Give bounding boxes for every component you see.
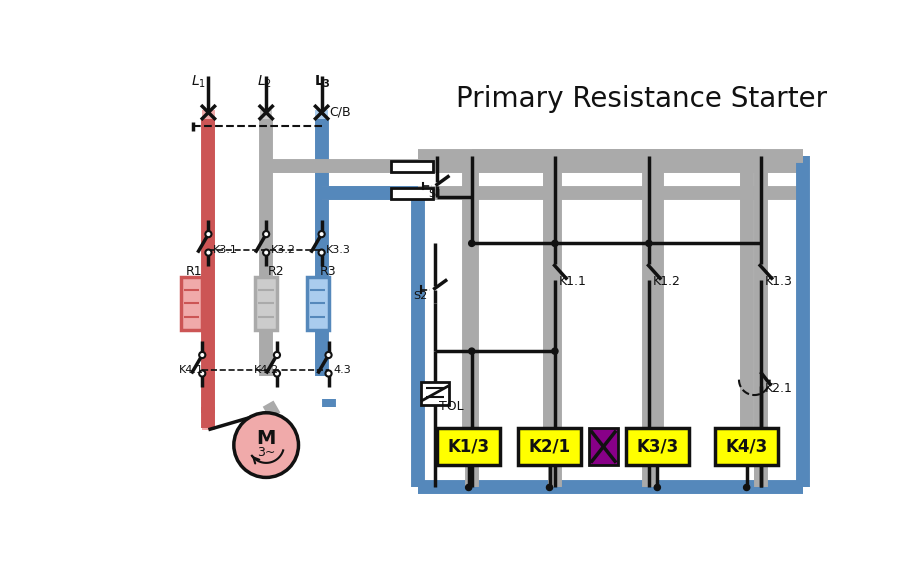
Text: K3.3: K3.3 — [326, 245, 351, 254]
Text: S1: S1 — [428, 189, 442, 199]
Circle shape — [199, 371, 206, 376]
Circle shape — [274, 352, 280, 358]
Circle shape — [206, 231, 211, 237]
Text: 3~: 3~ — [257, 446, 276, 459]
Bar — [626, 428, 689, 465]
Text: R1: R1 — [185, 264, 202, 277]
Text: R2: R2 — [267, 264, 284, 277]
Circle shape — [547, 484, 552, 490]
Bar — [266, 160, 803, 172]
Bar — [754, 157, 767, 488]
Bar — [307, 277, 328, 329]
Bar — [418, 481, 803, 494]
Bar — [322, 187, 418, 199]
Text: Primary Resistance Starter: Primary Resistance Starter — [455, 85, 827, 112]
Text: K1.3: K1.3 — [765, 275, 793, 288]
Circle shape — [743, 484, 750, 490]
Bar — [466, 157, 478, 488]
Circle shape — [325, 352, 332, 358]
Circle shape — [552, 240, 558, 246]
Bar — [181, 277, 202, 329]
Circle shape — [468, 348, 475, 354]
Circle shape — [466, 484, 472, 490]
Bar — [202, 110, 215, 430]
Bar — [421, 382, 449, 405]
Text: K4.2: K4.2 — [254, 366, 279, 375]
Bar — [437, 428, 501, 465]
Bar — [315, 110, 327, 372]
Text: C/B: C/B — [329, 106, 351, 119]
Bar — [391, 188, 433, 199]
Circle shape — [274, 371, 280, 376]
Bar — [543, 157, 556, 428]
Text: K4.1: K4.1 — [179, 366, 204, 375]
Circle shape — [263, 250, 269, 256]
Circle shape — [645, 240, 652, 246]
Text: $L_2$: $L_2$ — [257, 73, 272, 90]
Text: K2.1: K2.1 — [765, 383, 793, 396]
Bar — [740, 157, 752, 428]
Circle shape — [655, 484, 660, 490]
Text: K3/3: K3/3 — [636, 438, 679, 455]
Text: K4/3: K4/3 — [726, 438, 768, 455]
Circle shape — [325, 371, 332, 376]
Bar — [260, 110, 272, 372]
Text: K1.2: K1.2 — [653, 275, 680, 288]
Circle shape — [552, 348, 558, 354]
Circle shape — [318, 231, 325, 237]
Circle shape — [206, 250, 211, 256]
Text: 4.3: 4.3 — [333, 366, 351, 375]
Bar — [463, 157, 475, 428]
Circle shape — [318, 250, 325, 256]
Bar — [322, 187, 803, 199]
Text: $L_1$: $L_1$ — [192, 73, 207, 90]
Circle shape — [263, 231, 269, 237]
Bar — [391, 161, 433, 172]
Bar — [589, 428, 618, 465]
Bar — [643, 157, 655, 488]
Text: TOL: TOL — [439, 400, 463, 413]
Bar — [797, 157, 809, 488]
Text: M: M — [256, 429, 276, 447]
Text: K1.1: K1.1 — [559, 275, 586, 288]
Text: $\mathbf{L_3}$: $\mathbf{L_3}$ — [313, 73, 331, 90]
Bar — [518, 428, 581, 465]
Text: R3: R3 — [319, 264, 336, 277]
Bar — [651, 157, 664, 428]
Circle shape — [468, 240, 475, 246]
Text: S2: S2 — [413, 292, 428, 302]
Bar — [412, 193, 424, 488]
Circle shape — [199, 352, 206, 358]
Bar — [418, 150, 803, 163]
Bar — [715, 428, 778, 465]
Text: K1/3: K1/3 — [447, 438, 490, 455]
Text: K2/1: K2/1 — [528, 438, 571, 455]
Bar — [255, 277, 277, 329]
Circle shape — [234, 413, 299, 477]
Bar — [549, 157, 561, 488]
Text: K3.2: K3.2 — [271, 245, 296, 254]
Text: K3.1: K3.1 — [213, 245, 238, 254]
